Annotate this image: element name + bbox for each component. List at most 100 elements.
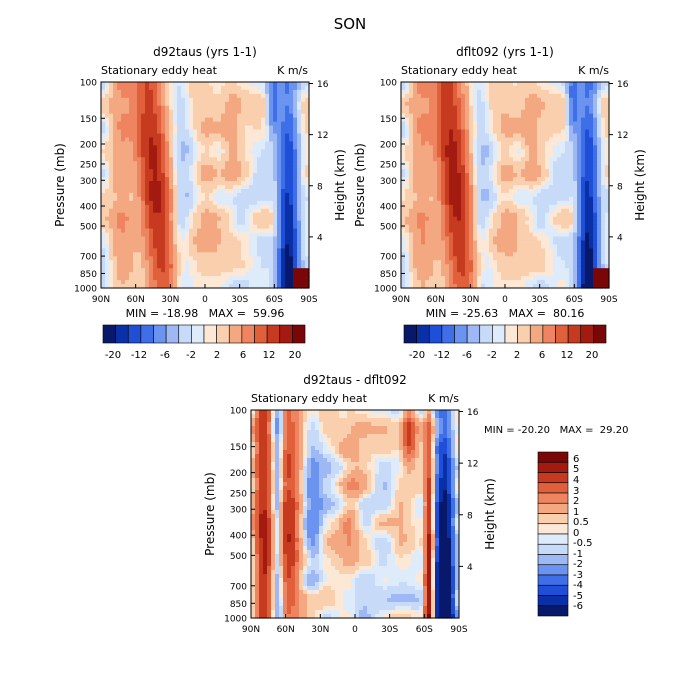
p2-cell [521, 220, 526, 226]
p1-cell [253, 232, 258, 238]
p1-cell [145, 165, 150, 170]
p2-cell [465, 133, 470, 139]
p2-cell [605, 129, 610, 135]
p2-cell [477, 93, 482, 99]
p1-cell [157, 236, 162, 242]
p2-cell [421, 109, 426, 115]
p1-cell [233, 133, 238, 139]
p1-cell [169, 121, 174, 127]
p2-cell [505, 145, 510, 150]
p1-cell [153, 232, 158, 238]
p1-cell [101, 232, 106, 238]
p1-cell [273, 240, 278, 246]
p2-cell [485, 157, 490, 162]
p1-cell [249, 105, 254, 111]
p1-cell [165, 212, 170, 218]
p1-cell [281, 208, 286, 214]
p1-cell [141, 113, 146, 119]
p2-cell [405, 169, 410, 174]
p2-cell [461, 240, 466, 246]
p2-cell [565, 240, 570, 246]
p1-cell [249, 228, 254, 234]
p1-cell [189, 133, 194, 139]
p2-cell [581, 153, 586, 158]
p1-cell [221, 220, 226, 226]
p2-cell [601, 181, 606, 186]
p2-cell [457, 157, 462, 162]
panel-1: d92taus (yrs 1-1) Stationary eddy heat K… [53, 45, 347, 361]
p1-cell [121, 85, 126, 91]
p1-cell [125, 109, 130, 115]
p2-cell [557, 149, 562, 154]
p2-cell [457, 113, 462, 119]
p1-cell [285, 145, 290, 150]
p1-cell [153, 252, 158, 257]
p2-cell [533, 82, 538, 87]
p2-cell [553, 93, 558, 99]
p1-cell [161, 129, 166, 135]
p1-cell [281, 284, 286, 289]
p2-cell [525, 117, 530, 123]
p1-cell [261, 101, 266, 107]
p2-cell [529, 236, 534, 242]
p1-cell [165, 240, 170, 246]
p2-cell [505, 125, 510, 131]
p1-cell [157, 157, 162, 162]
p1-cell [253, 85, 258, 91]
p1-cell [157, 129, 162, 135]
p2-cell [525, 228, 530, 234]
p2-cell [409, 145, 414, 150]
p2-cell [585, 105, 590, 111]
p2-cell [589, 165, 594, 170]
p1-cell [197, 109, 202, 115]
p1-cell [221, 133, 226, 139]
p2-cell [489, 105, 494, 111]
p2-cell [573, 177, 578, 182]
p1-cell [125, 101, 130, 107]
p1-cell [229, 97, 234, 103]
p1-cell [109, 212, 114, 218]
p1-cell [245, 133, 250, 139]
p2-cell [565, 236, 570, 242]
p2-cell [605, 105, 610, 111]
p1-cell [301, 224, 306, 230]
p2-cell [533, 204, 538, 210]
p2-cell [449, 157, 454, 162]
p2-cell [401, 220, 406, 226]
p2-cell [429, 216, 434, 222]
p1-cell [261, 93, 266, 99]
p2-cell [405, 82, 410, 87]
p1-cell [117, 121, 122, 127]
p1-cell [209, 105, 214, 111]
p2-cell [425, 141, 430, 146]
p2-cell [517, 212, 522, 218]
p2-cell [549, 200, 554, 206]
p1-colorbar-swatch [102, 324, 116, 344]
p1-cell [221, 113, 226, 119]
p1-cell [169, 188, 174, 194]
p1-cell [209, 93, 214, 99]
p1-cell [229, 133, 234, 139]
p1-cell [185, 276, 190, 281]
p2-cell [405, 177, 410, 182]
p1-cell [253, 240, 258, 246]
p1-cell [281, 82, 286, 87]
p2-cell [505, 216, 510, 222]
p1-cell [241, 216, 246, 222]
p1-cell [153, 192, 158, 198]
p1-cell [105, 188, 110, 194]
p1-cell [205, 280, 210, 285]
p1-cell [145, 212, 150, 218]
p2-cell [457, 216, 462, 222]
p1-cell [193, 216, 198, 222]
p2-cell [573, 113, 578, 119]
p2-cell [581, 244, 586, 249]
p2-cell [569, 157, 574, 162]
p1-cell [289, 244, 294, 249]
p1-cell [225, 284, 230, 289]
p2-cell [553, 200, 558, 206]
p2-cell [485, 220, 490, 226]
p1-cell [109, 177, 114, 182]
p1-cell [197, 125, 202, 131]
p1-cell [253, 200, 258, 206]
